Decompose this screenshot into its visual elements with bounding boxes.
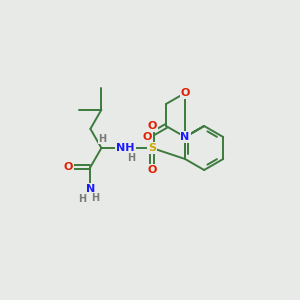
Text: H: H: [128, 153, 136, 163]
Text: H: H: [98, 134, 106, 144]
Text: O: O: [147, 165, 157, 175]
Text: NH: NH: [116, 143, 135, 153]
Text: N: N: [86, 184, 95, 194]
Text: O: O: [64, 162, 73, 172]
Text: O: O: [147, 121, 157, 131]
Text: S: S: [148, 143, 156, 153]
Text: H: H: [91, 193, 100, 203]
Text: H: H: [78, 194, 86, 204]
Text: O: O: [180, 88, 190, 98]
Text: N: N: [181, 132, 190, 142]
Text: O: O: [142, 132, 152, 142]
